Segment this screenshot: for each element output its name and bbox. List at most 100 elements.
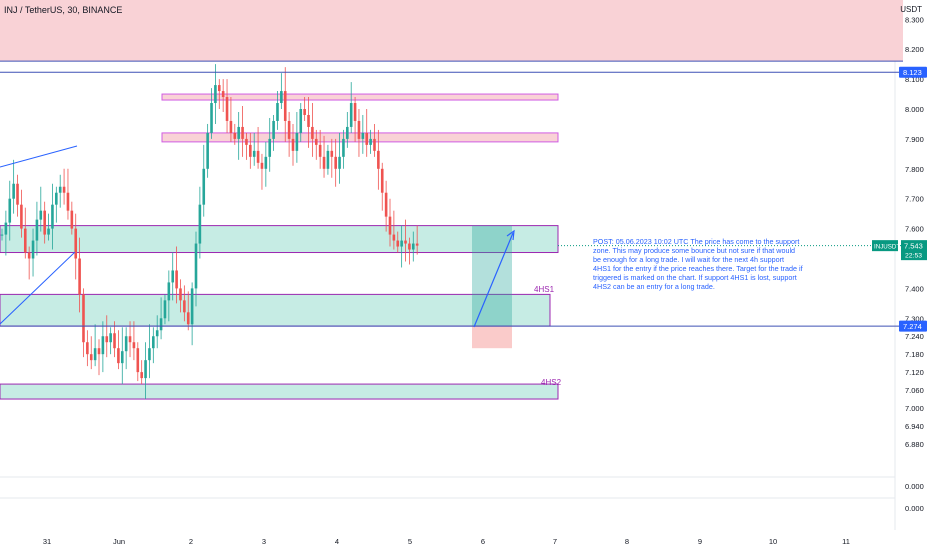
candle-body [314,138,318,145]
y-tick-label: 8.000 [905,105,924,114]
candle-body [384,192,388,217]
candle-body [171,270,175,283]
x-tick-label: 5 [408,537,412,546]
candle-body [249,144,252,157]
candle-body [245,138,248,145]
candle-body [190,288,194,325]
y-tick-label: 7.400 [905,284,924,293]
y-tick-label: 7.600 [905,225,924,234]
candle-body [93,348,97,361]
candle-body [369,138,372,145]
y-tick-label: 7.180 [905,350,924,359]
candle-body [217,85,221,92]
candle-body [58,186,62,193]
y-tick-label: 6.940 [905,422,924,431]
resistance-area-top[interactable] [0,0,903,62]
candle-body [43,210,46,235]
resistance-band-1[interactable] [161,93,559,101]
candle-body [136,348,140,373]
support-zone-4hs1[interactable] [0,293,551,327]
x-tick-label: 8 [625,537,629,546]
candle-body [346,126,349,139]
last-price-badge-bg [901,240,927,261]
x-tick-label: 7 [553,537,557,546]
candle-body [318,144,322,157]
candle-body [55,192,58,205]
candle-body [16,183,19,205]
candle-body [373,138,376,151]
candle-body [322,156,326,169]
candle-body [152,336,155,349]
support-zone-current[interactable] [0,225,559,254]
support-zone-4hs2[interactable] [0,383,559,400]
candle-body [280,91,283,104]
x-tick-label: Jun [113,537,125,546]
x-tick-label: 4 [335,537,339,546]
long-stop-box[interactable] [472,326,512,349]
candle-body [214,85,217,104]
y-tick-label: 8.300 [905,15,924,24]
symbol-badge-bg [872,240,898,252]
candle-body [210,103,213,133]
candle-body [47,228,50,235]
candle-body [132,342,136,349]
y-tick-label: 7.000 [905,404,924,413]
zone-label-4hs2: 4HS2 [541,378,562,387]
candle-body [252,150,256,157]
lower-line-price-badge-bg [899,320,927,332]
candle-body [62,186,66,193]
x-tick-label: 11 [842,537,850,546]
candle-body [330,150,334,157]
candle-body [400,240,403,247]
candle-body [97,348,101,355]
secondary-tick-label: 0.000 [905,482,924,491]
y-tick-label: 7.900 [905,135,924,144]
candle-body [0,234,4,236]
long-target-box[interactable] [472,225,512,327]
candle-body [20,204,23,229]
candle-body [23,228,27,253]
y-tick-label: 7.300 [905,314,924,323]
candle-body [221,91,225,98]
candle-body [159,318,163,331]
candle-body [105,336,109,343]
trend-line-upper[interactable] [0,145,78,168]
candle-body [380,168,384,193]
candle-body [82,294,85,343]
candle-body [113,333,116,349]
candle-body [303,109,306,115]
candle-body [101,336,105,355]
last-price-badge: 7.543 [904,242,923,251]
candle-body [179,288,182,301]
candle-body [241,126,244,139]
x-tick-label: 31 [43,537,51,546]
candle-body [272,120,275,139]
candle-body [74,228,78,259]
upper-line-price-badge-bg [899,66,927,78]
y-tick-label: 7.700 [905,195,924,204]
candle-body [194,243,198,289]
candle-body [167,282,171,301]
candle-body [326,150,330,169]
upper-line-price-badge: 8.123 [903,68,922,77]
candle-body [404,240,407,244]
target-arrow[interactable] [473,232,514,328]
trend-line-lower[interactable] [0,251,76,325]
chart-title: INJ / TetherUS, 30, BINANCE [4,5,123,15]
lower-line-price-badge: 7.274 [903,322,922,331]
candle-body [140,372,143,379]
candle-body [155,330,159,337]
candle-body [8,198,12,223]
candle-body [256,150,260,163]
x-tick-label: 2 [189,537,193,546]
candle-body [307,114,310,127]
candle-body [89,354,93,361]
idea-annotation: POST: 05.06.2023 10:02 UTC The price has… [593,237,803,291]
candle-body [117,348,120,364]
candle-body [31,240,35,259]
candle-body [237,126,240,139]
candle-body [361,132,365,139]
zone-label-4hs1: 4HS1 [534,285,555,294]
